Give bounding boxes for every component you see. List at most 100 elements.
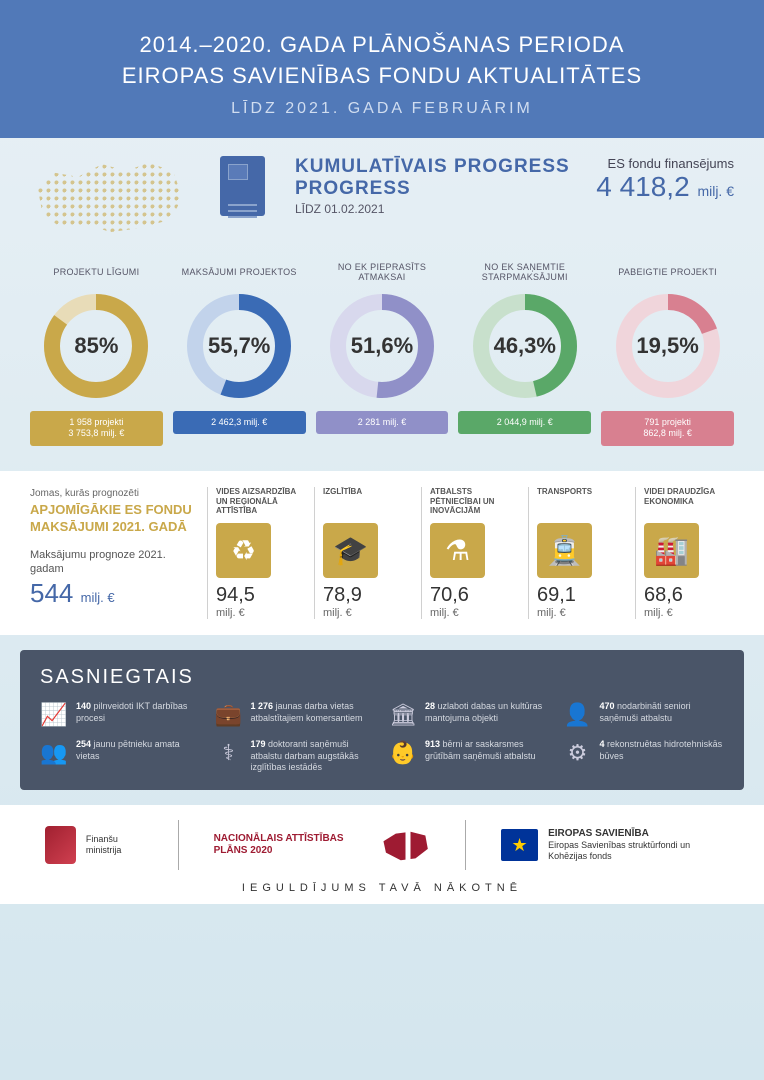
donut-percent: 55,7% [208, 333, 270, 359]
donut-label: PABEIGTIE PROJEKTI [601, 261, 734, 283]
donut-0: PROJEKTU LĪGUMI 85% 1 958 projekti3 753,… [30, 261, 163, 446]
area-card-label: TRANSPORTS [537, 487, 627, 517]
area-card-icon: ⚗ [430, 523, 485, 578]
latvia-flag-map-icon [381, 826, 430, 864]
achievement-text: 140 pilnveidoti IKT darbības procesi [76, 701, 201, 724]
achievement-icon: ⚕ [215, 739, 243, 767]
donut-footer: 2 044,9 milj. € [458, 411, 591, 435]
donut-footer: 791 projekti862,8 milj. € [601, 411, 734, 446]
area-card-2: ATBALSTS PĒTNIECĪBAI UN INOVĀCIJĀM ⚗ 70,… [421, 487, 520, 619]
eu-flag-icon: ★ [501, 829, 538, 861]
area-card-value: 70,6 [430, 584, 520, 607]
area-card-icon: 🎓 [323, 523, 378, 578]
progress-title: KUMULATĪVAIS PROGRESS PROGRESS LĪDZ 01.0… [295, 156, 570, 216]
areas-section: Jomas, kurās prognozēti APJOMĪGĀKIE ES F… [0, 471, 764, 635]
areas-total-value: 544 milj. € [30, 578, 195, 609]
achievement-3: 👤 470 nodarbināti seniori saņēmuši atbal… [564, 701, 725, 729]
area-card-value: 68,6 [644, 584, 734, 607]
area-card-unit: milj. € [323, 607, 413, 619]
achievement-6: 👶 913 bērni ar saskarsmes grūtībām saņēm… [389, 739, 550, 774]
achievements-title: SASNIEGTAIS [40, 666, 724, 689]
donut-chart: 55,7% [184, 291, 294, 401]
achievement-0: 📈 140 pilnveidoti IKT darbības procesi [40, 701, 201, 729]
divider [178, 820, 179, 870]
area-card-1: IZGLĪTĪBA 🎓 78,9 milj. € [314, 487, 413, 619]
achievement-icon: 👶 [389, 739, 417, 767]
achievement-5: ⚕ 179 doktoranti saņēmuši atbalstu darba… [215, 739, 376, 774]
achievement-2: 🏛 28 uzlaboti dabas un kultūras mantojum… [389, 701, 550, 729]
donut-chart: 19,5% [613, 291, 723, 401]
achievement-text: 28 uzlaboti dabas un kultūras mantojuma … [425, 701, 550, 724]
donut-label: MAKSĀJUMI PROJEKTOS [173, 261, 306, 283]
area-card-label: VIDES AIZSARDZĪBA UN REĢIONĀLĀ ATTĪSTĪBA [216, 487, 306, 517]
footer-tagline: IEGULDĪJUMS TAVĀ NĀKOTNĒ [30, 882, 734, 894]
achievement-text: 913 bērni ar saskarsmes grūtībām saņēmuš… [425, 739, 550, 762]
achievements-grid: 📈 140 pilnveidoti IKT darbības procesi 💼… [40, 701, 724, 774]
progress-section: KUMULATĪVAIS PROGRESS PROGRESS LĪDZ 01.0… [0, 138, 764, 456]
donut-4: PABEIGTIE PROJEKTI 19,5% 791 projekti862… [601, 261, 734, 446]
area-card-icon: 🏭 [644, 523, 699, 578]
area-cards-row: VIDES AIZSARDZĪBA UN REĢIONĀLĀ ATTĪSTĪBA… [207, 487, 734, 619]
achievements-section: SASNIEGTAIS 📈 140 pilnveidoti IKT darbīb… [20, 650, 744, 790]
donut-percent: 51,6% [351, 333, 413, 359]
donut-percent: 85% [74, 333, 118, 359]
area-card-3: TRANSPORTS 🚊 69,1 milj. € [528, 487, 627, 619]
area-card-value: 94,5 [216, 584, 306, 607]
achievement-text: 4 rekonstruētas hidrotehniskās būves [600, 739, 725, 762]
area-card-unit: milj. € [644, 607, 734, 619]
donut-chart: 51,6% [327, 291, 437, 401]
main-title: 2014.–2020. GADA PLĀNOŠANAS PERIODA EIRO… [40, 30, 724, 92]
area-card-label: VIDEI DRAUDZĪGA EKONOMIKA [644, 487, 734, 517]
achievement-7: ⚙ 4 rekonstruētas hidrotehniskās būves [564, 739, 725, 774]
donut-chart: 85% [41, 291, 151, 401]
donut-percent: 19,5% [636, 333, 698, 359]
area-card-label: ATBALSTS PĒTNIECĪBAI UN INOVĀCIJĀM [430, 487, 520, 517]
area-card-icon: ♻ [216, 523, 271, 578]
donut-footer: 1 958 projekti3 753,8 milj. € [30, 411, 163, 446]
achievement-1: 💼 1 276 jaunas darba vietas atbalstītaji… [215, 701, 376, 729]
achievement-icon: ⚙ [564, 739, 592, 767]
header: 2014.–2020. GADA PLĀNOŠANAS PERIODA EIRO… [0, 0, 764, 138]
header-subtitle: LĪDZ 2021. GADA FEBRUĀRIM [40, 100, 724, 118]
areas-pretitle: Jomas, kurās prognozēti [30, 487, 195, 500]
ministry-logo: Finanšu ministrija [30, 826, 158, 864]
achievement-icon: 👤 [564, 701, 592, 729]
donut-charts-row: PROJEKTU LĪGUMI 85% 1 958 projekti3 753,… [30, 261, 734, 446]
latvia-map-icon [30, 156, 200, 246]
donut-label: NO EK SAŅEMTIE STARPMAKSĀJUMI [458, 261, 591, 283]
achievement-icon: 👥 [40, 739, 68, 767]
donut-footer: 2 281 milj. € [316, 411, 449, 435]
donut-2: NO EK PIEPRASĪTS ATMAKSAI 51,6% 2 281 mi… [316, 261, 449, 446]
area-card-unit: milj. € [537, 607, 627, 619]
donut-percent: 46,3% [494, 333, 556, 359]
document-icon [220, 156, 265, 216]
achievement-icon: 📈 [40, 701, 68, 729]
areas-subtitle: Maksājumu prognoze 2021. gadam [30, 548, 195, 577]
donut-1: MAKSĀJUMI PROJEKTOS 55,7% 2 462,3 milj. … [173, 261, 306, 446]
achievement-text: 179 doktoranti saņēmuši atbalstu darbam … [251, 739, 376, 774]
areas-title: APJOMĪGĀKIE ES FONDU MAKSĀJUMI 2021. GAD… [30, 502, 195, 536]
area-card-value: 69,1 [537, 584, 627, 607]
area-card-icon: 🚊 [537, 523, 592, 578]
donut-label: NO EK PIEPRASĪTS ATMAKSAI [316, 261, 449, 283]
national-plan-logo: NACIONĀLAIS ATTĪSTĪBAS PLĀNS 2020 [199, 826, 446, 864]
donut-chart: 46,3% [470, 291, 580, 401]
donut-3: NO EK SAŅEMTIE STARPMAKSĀJUMI 46,3% 2 04… [458, 261, 591, 446]
footer: Finanšu ministrija NACIONĀLAIS ATTĪSTĪBA… [0, 805, 764, 904]
area-card-value: 78,9 [323, 584, 413, 607]
coat-of-arms-icon [45, 826, 76, 864]
area-card-0: VIDES AIZSARDZĪBA UN REĢIONĀLĀ ATTĪSTĪBA… [207, 487, 306, 619]
divider [465, 820, 466, 870]
achievement-icon: 💼 [215, 701, 243, 729]
achievement-4: 👥 254 jaunu pētnieku amata vietas [40, 739, 201, 774]
achievement-text: 254 jaunu pētnieku amata vietas [76, 739, 201, 762]
achievement-icon: 🏛 [389, 701, 417, 729]
area-card-unit: milj. € [216, 607, 306, 619]
eu-logo: ★ EIROPAS SAVIENĪBA Eiropas Savienības s… [486, 828, 734, 862]
achievement-text: 1 276 jaunas darba vietas atbalstītajiem… [251, 701, 376, 724]
area-card-label: IZGLĪTĪBA [323, 487, 413, 517]
achievement-text: 470 nodarbināti seniori saņēmuši atbalst… [600, 701, 725, 724]
area-card-4: VIDEI DRAUDZĪGA EKONOMIKA 🏭 68,6 milj. € [635, 487, 734, 619]
area-card-unit: milj. € [430, 607, 520, 619]
donut-footer: 2 462,3 milj. € [173, 411, 306, 435]
